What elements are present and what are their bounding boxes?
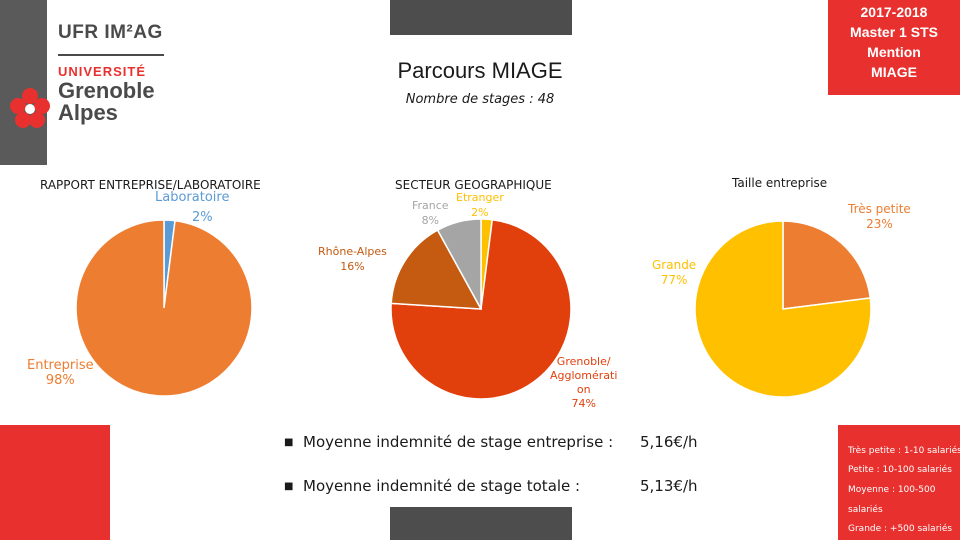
stat-label: Moyenne indemnité de stage totale : bbox=[303, 477, 581, 495]
slice-label: France bbox=[412, 199, 449, 212]
size-legend-line-3: Moyenne : 100-500 bbox=[848, 485, 936, 495]
slice-label: Entreprise bbox=[27, 358, 94, 373]
slice-pct: 2% bbox=[471, 206, 489, 219]
chart3-pie bbox=[694, 220, 872, 398]
stat-value-entreprise: 5,16€/h bbox=[640, 433, 698, 451]
slice-label: Etranger bbox=[456, 191, 504, 204]
pie-slice-france bbox=[436, 218, 482, 310]
chart2-label-etranger: Etranger 2% bbox=[456, 190, 504, 220]
alpes-text: Alpes bbox=[58, 100, 118, 125]
chart1-label-entreprise: Entreprise 98% bbox=[27, 358, 94, 388]
pie-slice-tr-s-petite bbox=[782, 220, 872, 310]
badge-line-4: MIAGE bbox=[871, 64, 917, 80]
chart2-label-france: France 8% bbox=[412, 198, 449, 228]
top-decor-block bbox=[390, 0, 572, 35]
logo-divider bbox=[58, 54, 164, 56]
stat-row-entreprise: ■ Moyenne indemnité de stage entreprise … bbox=[284, 433, 613, 451]
chart1-title: RAPPORT ENTREPRISE/LABORATOIRE bbox=[40, 178, 261, 192]
page-subtitle: Nombre de stages : 48 bbox=[405, 92, 555, 107]
chart3-label-tres-petite: Très petite 23% bbox=[848, 202, 911, 232]
logo-area bbox=[47, 0, 177, 165]
universite-logo-text: UNIVERSITÉ bbox=[58, 64, 147, 79]
chart1-pct-laboratoire: 2% bbox=[192, 210, 213, 225]
slice-label: Rhône-Alpes bbox=[318, 245, 387, 258]
slice-label: Très petite bbox=[848, 202, 911, 216]
slice-pct: 77% bbox=[660, 273, 688, 287]
chart1-pie bbox=[75, 219, 253, 397]
bottom-left-decor-block bbox=[0, 425, 110, 540]
bottom-decor-block bbox=[390, 507, 572, 540]
chart3-title: Taille entreprise bbox=[732, 176, 828, 190]
year-badge: 2017-2018 Master 1 STS Mention MIAGE bbox=[828, 0, 960, 95]
stat-label: Moyenne indemnité de stage entreprise : bbox=[303, 433, 614, 451]
size-legend-line-1: Très petite : 1-10 salariés bbox=[848, 446, 960, 456]
ufr-logo-text: UFR IM²AG bbox=[58, 22, 163, 43]
slice-label-line2: Agglomérati bbox=[550, 369, 618, 382]
stat-row-totale: ■ Moyenne indemnité de stage totale : bbox=[284, 477, 580, 495]
slice-label: Grande bbox=[652, 258, 697, 272]
chart2-label-rhone-alpes: Rhône-Alpes 16% bbox=[318, 244, 387, 274]
badge-line-2: Master 1 STS bbox=[850, 24, 938, 40]
size-legend-line-4: salariés bbox=[848, 505, 883, 515]
slice-label-line3: on bbox=[576, 383, 591, 396]
bottom-right-decor-block bbox=[838, 425, 960, 540]
stat-value-totale: 5,13€/h bbox=[640, 477, 698, 495]
bullet-icon: ■ bbox=[284, 481, 294, 492]
university-flower-icon bbox=[10, 88, 50, 128]
logo-sidebar-band bbox=[0, 0, 47, 165]
chart2-label-grenoble: Grenoble/ Agglomérati on 74% bbox=[550, 355, 617, 411]
slice-pct: 74% bbox=[571, 397, 596, 410]
chart2-pie bbox=[390, 218, 572, 400]
size-legend-line-5: Grande : +500 salariés bbox=[848, 524, 953, 534]
chart2-title: SECTEUR GEOGRAPHIQUE bbox=[395, 178, 552, 192]
slice-pct: 23% bbox=[866, 217, 893, 231]
slice-label-line1: Grenoble/ bbox=[556, 355, 611, 368]
pie-slice-rh-ne-alpes bbox=[390, 229, 483, 310]
badge-line-3: Mention bbox=[867, 44, 921, 60]
bullet-icon: ■ bbox=[284, 437, 294, 448]
pie-slice-grande bbox=[694, 220, 872, 398]
size-legend-line-2: Petite : 10-100 salariés bbox=[848, 465, 952, 475]
chart3-label-grande: Grande 77% bbox=[652, 258, 696, 288]
grenoble-text: Grenoble bbox=[58, 78, 155, 103]
pie-slice-entreprise bbox=[75, 219, 253, 397]
slice-pct: 98% bbox=[45, 373, 75, 388]
badge-line-1: 2017-2018 bbox=[860, 4, 928, 20]
page-title: Parcours MIAGE bbox=[397, 58, 563, 83]
grenoble-alpes-logo-text: Grenoble Alpes bbox=[58, 80, 155, 124]
slice-pct: 8% bbox=[421, 214, 440, 227]
slice-pct: 16% bbox=[340, 260, 365, 273]
chart1-label-laboratoire: Laboratoire bbox=[155, 190, 229, 205]
slice-label: Laboratoire bbox=[155, 190, 230, 205]
